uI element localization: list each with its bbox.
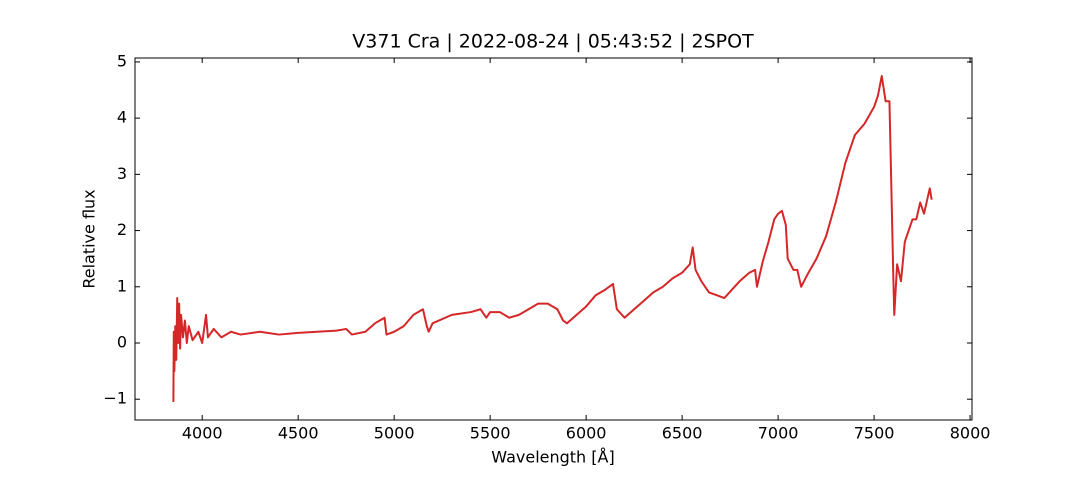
x-axis-label: Wavelength [Å] (491, 448, 614, 467)
plot-frame (134, 57, 973, 421)
x-tick-label: 4000 (182, 424, 223, 443)
y-tick-label: 4 (117, 108, 127, 127)
y-tick-label: −1 (103, 389, 127, 408)
x-tick-label: 4500 (278, 424, 319, 443)
y-tick-label: 2 (117, 220, 127, 239)
x-tick-label: 6000 (566, 424, 607, 443)
spectrum-line (172, 74, 933, 403)
x-tick-label: 5500 (470, 424, 511, 443)
x-tick-label: 7500 (854, 424, 895, 443)
y-tick-label: 0 (117, 332, 127, 351)
y-tick-label: 3 (117, 164, 127, 183)
x-tick-label: 5000 (374, 424, 415, 443)
y-axis-label: Relative flux (80, 189, 99, 288)
chart-title: V371 Cra | 2022-08-24 | 05:43:52 | 2SPOT (352, 31, 754, 53)
x-tick-label: 7000 (758, 424, 799, 443)
y-tick-label: 5 (117, 51, 127, 70)
x-tick-label: 8000 (950, 424, 991, 443)
y-tick-label: 1 (117, 276, 127, 295)
x-tick-label: 6500 (662, 424, 703, 443)
